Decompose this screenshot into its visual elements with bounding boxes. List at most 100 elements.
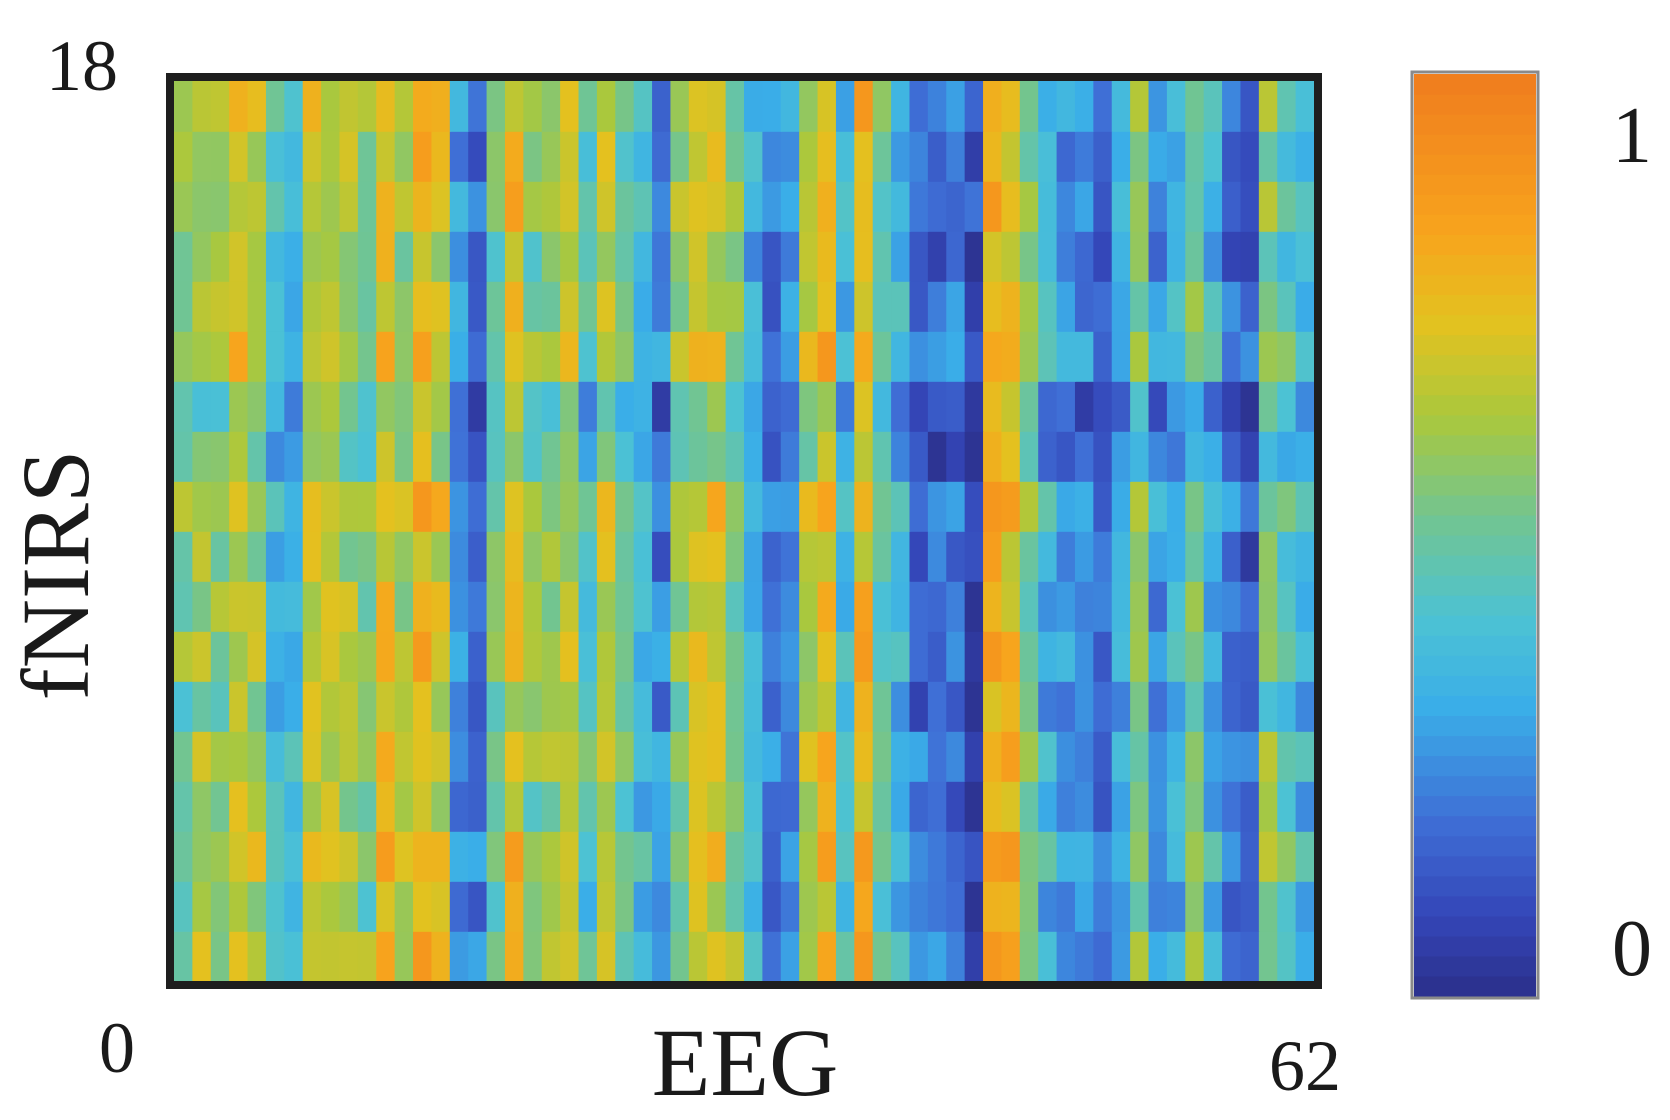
heatmap-cell [835, 331, 856, 382]
heatmap-cell [1222, 931, 1242, 982]
heatmap-cell [854, 781, 874, 832]
heatmap-cell [835, 881, 856, 932]
heatmap-cell [1001, 131, 1021, 182]
heatmap-cell [1240, 831, 1260, 882]
heatmap-cell [265, 681, 286, 732]
heatmap-cell [835, 481, 856, 532]
colorbar-segment [1414, 194, 1536, 215]
heatmap-cell [927, 181, 948, 232]
heatmap-cell [541, 931, 561, 982]
heatmap-cell [872, 231, 892, 282]
heatmap-cell [247, 431, 267, 482]
heatmap-cell [394, 481, 414, 532]
heatmap-cell [376, 481, 396, 532]
heatmap-cell [1240, 231, 1260, 282]
heatmap-cell [504, 931, 525, 982]
heatmap-cell [725, 731, 745, 782]
heatmap-cell [835, 231, 856, 282]
heatmap-cell [1038, 731, 1058, 782]
heatmap-cell [523, 181, 543, 232]
heatmap-cell [909, 231, 929, 282]
heatmap-cell [486, 831, 506, 882]
heatmap-cell [1056, 231, 1076, 282]
heatmap-cell [1111, 131, 1131, 182]
heatmap-cell [376, 631, 396, 682]
colorbar-segment [1414, 715, 1536, 737]
heatmap-cell [1295, 481, 1315, 532]
heatmap-cell [964, 131, 984, 182]
heatmap-cell [799, 481, 819, 532]
heatmap-cell [541, 581, 561, 632]
heatmap-cell [302, 881, 322, 932]
heatmap-cell [560, 931, 580, 982]
heatmap-cell [174, 581, 194, 632]
heatmap-cell [504, 481, 525, 532]
colorbar-segment [1414, 695, 1536, 716]
heatmap-cell [1056, 781, 1076, 832]
heatmap-cell [983, 631, 1003, 682]
heatmap-cell [725, 681, 745, 732]
heatmap-cell [413, 781, 433, 832]
heatmap-cell [688, 681, 709, 732]
heatmap-cell [560, 331, 580, 382]
heatmap-cell [872, 381, 892, 432]
heatmap-cell [835, 181, 856, 232]
heatmap-cell [560, 481, 580, 532]
heatmap-cell [1111, 381, 1131, 432]
heatmap-cell [762, 831, 782, 882]
heatmap-cell [817, 431, 837, 482]
heatmap-cell [652, 281, 672, 332]
heatmap-cell [688, 631, 709, 682]
heatmap-cell [357, 181, 378, 232]
heatmap-cell [431, 281, 451, 332]
heatmap-cell [946, 231, 966, 282]
heatmap-cell [1130, 281, 1150, 332]
heatmap-cell [909, 531, 929, 582]
heatmap-cell [707, 81, 727, 132]
heatmap-cell [1203, 381, 1223, 432]
heatmap-cell [780, 731, 800, 782]
heatmap-cell [174, 681, 194, 732]
colorbar-segment [1414, 615, 1536, 636]
heatmap-cell [725, 181, 745, 232]
heatmap-cells [174, 81, 1315, 982]
heatmap-cell [964, 681, 984, 732]
heatmap-cell [321, 131, 341, 182]
heatmap-cell [1203, 81, 1223, 132]
heatmap-cell [578, 931, 598, 982]
heatmap-cell [265, 631, 286, 682]
heatmap-cell [725, 581, 745, 632]
heatmap-cell [229, 181, 249, 232]
heatmap-cell [578, 881, 598, 932]
heatmap-cell [431, 731, 451, 782]
heatmap-cell [707, 681, 727, 732]
heatmap-cell [817, 281, 837, 332]
heatmap-cell [229, 281, 249, 332]
heatmap-cell [652, 81, 672, 132]
heatmap-cell [541, 131, 561, 182]
heatmap-cell [1148, 731, 1168, 782]
heatmap-cell [192, 731, 212, 782]
heatmap-cell [909, 731, 929, 782]
heatmap-cell [339, 181, 359, 232]
heatmap-cell [725, 781, 745, 832]
heatmap-cell [431, 581, 451, 632]
heatmap-cell [1148, 81, 1168, 132]
heatmap-cell [762, 781, 782, 832]
heatmap-cell [1019, 581, 1039, 632]
heatmap-cell [431, 181, 451, 232]
heatmap-cell [817, 881, 837, 932]
heatmap-cell [1277, 131, 1297, 182]
heatmap-cell [1001, 881, 1021, 932]
heatmap-cell [247, 381, 267, 432]
heatmap-cell [596, 931, 617, 982]
heatmap-cell [504, 331, 525, 382]
heatmap-cell [449, 631, 469, 682]
heatmap-cell [468, 531, 488, 582]
heatmap-cell [909, 181, 929, 232]
heatmap-cell [1240, 681, 1260, 732]
heatmap-cell [909, 931, 929, 982]
heatmap-cell [872, 781, 892, 832]
heatmap-cell [578, 281, 598, 332]
heatmap-cell [633, 231, 653, 282]
